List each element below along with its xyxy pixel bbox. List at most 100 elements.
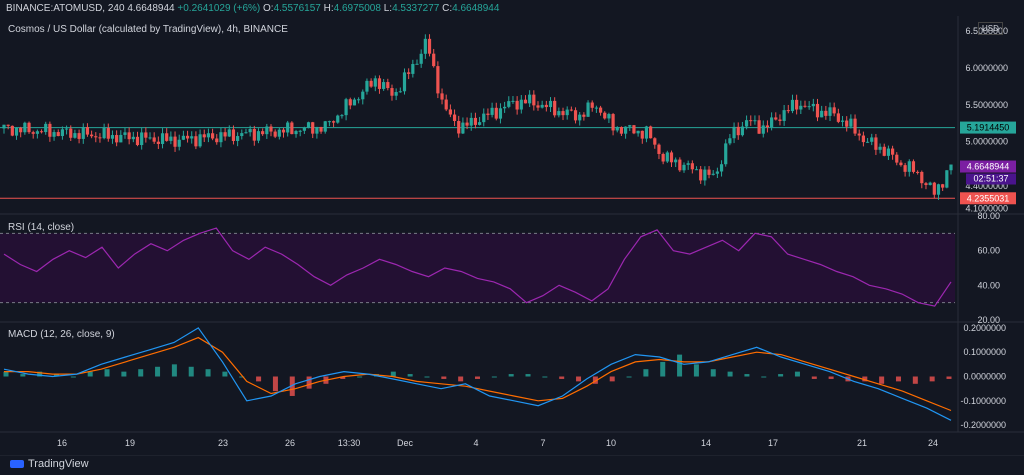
candle (415, 63, 419, 65)
price-level-label: 4.2355031 (967, 193, 1010, 203)
candle (432, 53, 436, 67)
candle (294, 131, 298, 135)
candle (573, 110, 578, 121)
candle (661, 153, 665, 162)
candle (290, 122, 294, 135)
candle (815, 103, 820, 118)
candle (911, 161, 916, 172)
candle (657, 144, 661, 154)
candle (94, 136, 98, 138)
candle (640, 130, 644, 139)
candle (865, 141, 870, 143)
price-change: +0.2641029 (+6%) (177, 3, 261, 14)
macd-tick-label: 0.0000000 (963, 372, 1006, 382)
candle (369, 80, 373, 87)
candle (319, 126, 323, 132)
candle (653, 138, 657, 145)
candle (920, 171, 924, 184)
candle (886, 148, 891, 156)
price-level-label: 5.1914450 (967, 123, 1010, 133)
x-tick-label: 16 (57, 438, 67, 448)
candle (669, 152, 674, 163)
macd-histogram-bar (188, 366, 194, 377)
candle (874, 137, 878, 150)
symbol-header: BINANCE:ATOMUSD, 240 4.6648944 +0.264102… (6, 3, 499, 14)
macd-histogram-bar (390, 371, 396, 377)
price-level-tag (960, 192, 1016, 205)
macd-histogram-bar (441, 376, 447, 379)
open-value: 4.5576157 (273, 3, 321, 14)
candle (761, 125, 765, 134)
candle (899, 162, 903, 166)
macd-histogram-bar (727, 371, 733, 377)
candle (14, 127, 19, 136)
candle (941, 184, 945, 188)
candle (373, 78, 377, 87)
candle (81, 127, 85, 139)
candle (703, 169, 707, 181)
macd-histogram-bar (3, 371, 9, 377)
price-tick-label: 4.4000000 (965, 181, 1008, 191)
candle (202, 134, 206, 138)
candle (774, 117, 778, 120)
candle (473, 117, 478, 125)
candle (715, 171, 719, 174)
candle (231, 129, 236, 141)
candle (515, 100, 519, 110)
candle (361, 91, 365, 100)
macd-histogram-bar (643, 369, 649, 377)
candle (811, 103, 815, 107)
candle (511, 100, 515, 102)
price-tick-label: 4.1000000 (965, 203, 1008, 213)
candle (52, 132, 56, 137)
candle (302, 127, 306, 131)
macd-histogram-bar (475, 376, 480, 379)
candle (448, 109, 452, 115)
candle (102, 128, 106, 139)
macd-histogram-bar (811, 376, 817, 379)
rsi-band-fill (0, 233, 955, 303)
candle (536, 105, 540, 108)
candle (340, 115, 344, 117)
macd-histogram-bar (289, 376, 295, 396)
candle (678, 159, 682, 171)
candle (23, 122, 27, 133)
candle (69, 128, 73, 138)
candle (148, 137, 152, 139)
macd-histogram-bar (828, 376, 834, 379)
candle (490, 107, 494, 115)
candle (728, 138, 732, 144)
macd-histogram-bar (660, 361, 666, 377)
currency-label[interactable]: USD (978, 22, 1003, 35)
candle (140, 132, 144, 146)
candle (35, 131, 39, 134)
macd-histogram-bar (542, 376, 548, 378)
candle (632, 125, 636, 134)
tradingview-brand[interactable]: TradingView (10, 458, 89, 470)
price-tick-label: 5.5000000 (965, 100, 1008, 110)
last-price: 4.6648944 (127, 3, 175, 14)
candle (732, 126, 736, 139)
candle (144, 132, 148, 138)
candle (482, 113, 486, 123)
candle (523, 99, 528, 104)
macd-histogram-bar (138, 369, 144, 377)
macd-histogram-bar (340, 376, 346, 379)
macd-title: MACD (12, 26, close, 9) (8, 329, 115, 340)
candle (135, 136, 140, 146)
candle (582, 114, 586, 117)
candle (707, 169, 711, 175)
candle (945, 170, 949, 188)
rsi-tick-label: 80.00 (977, 211, 1000, 221)
symbol-name[interactable]: BINANCE:ATOMUSD, 240 (6, 3, 125, 14)
macd-histogram-bar (693, 364, 699, 377)
candle (440, 93, 444, 100)
macd-histogram-bar (626, 376, 632, 378)
candle (840, 120, 845, 122)
open-label: O: (263, 3, 274, 14)
candle (757, 120, 761, 134)
candle (936, 184, 941, 195)
candle (828, 107, 832, 116)
macd-tick-label: 0.2000000 (963, 323, 1006, 333)
